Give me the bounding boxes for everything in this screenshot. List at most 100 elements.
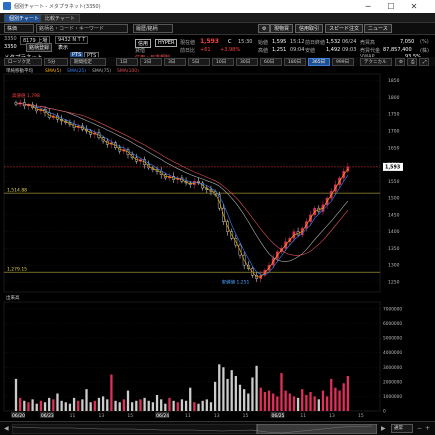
minimize-button[interactable]: ─ bbox=[365, 2, 371, 11]
open-value: 1,595 bbox=[272, 39, 287, 45]
window-title: 個別チャート - メタプラネット(3350) bbox=[14, 4, 101, 10]
chart-toolbar: ローソク足 5分 期間指定 1日 2日 3日 5日 10日 30日 60日 180日 365日 9… bbox=[0, 57, 435, 66]
y-tick-label-7: 1500 bbox=[388, 196, 400, 202]
x-date-tag bbox=[270, 412, 285, 418]
tab-individual-chart[interactable]: 個別チャート bbox=[4, 14, 44, 23]
volume-bar bbox=[81, 399, 84, 411]
volume-bar bbox=[35, 403, 38, 411]
volume-bar bbox=[234, 376, 237, 411]
volume-bar bbox=[288, 393, 291, 411]
y-tick-label-11: 1300 bbox=[388, 263, 400, 269]
volume-panel-label: 出来高 bbox=[6, 294, 20, 301]
range-select[interactable]: 期間指定 bbox=[70, 58, 106, 66]
favorites-button[interactable]: 履歴/銘柄 bbox=[133, 24, 173, 33]
ticker-box[interactable]: 9432 N T T bbox=[55, 36, 89, 44]
ma-line-2 bbox=[15, 102, 349, 262]
ma-line-1 bbox=[15, 102, 349, 276]
maximize-button[interactable]: ☐ bbox=[387, 2, 395, 11]
volume-bar bbox=[56, 393, 59, 411]
volume-bar bbox=[77, 400, 80, 411]
market-select[interactable]: 株価 bbox=[4, 24, 34, 33]
volume-bar bbox=[272, 393, 275, 411]
period-button-5[interactable]: 30日 bbox=[236, 58, 258, 66]
technical-button[interactable]: テクニカル bbox=[360, 58, 392, 66]
chart-type-select[interactable]: ローソク足 bbox=[4, 58, 42, 66]
amount-unit: (株) bbox=[420, 48, 429, 54]
x-tick-label-11: 13 bbox=[329, 413, 335, 419]
volume-bar bbox=[60, 400, 63, 411]
period-button-3[interactable]: 5日 bbox=[188, 58, 210, 66]
volume-bar bbox=[197, 403, 200, 411]
volume-bar bbox=[52, 399, 55, 411]
interval-select[interactable]: 5分 bbox=[44, 58, 68, 66]
volume-bar bbox=[118, 402, 121, 411]
high-value: 1,251 bbox=[272, 47, 287, 53]
volume-tick-label-4: 3000000 bbox=[383, 365, 402, 371]
ma-line-0 bbox=[15, 102, 349, 278]
low-label: 安値 bbox=[305, 48, 316, 54]
speed-order-button[interactable]: スピード注文 bbox=[325, 24, 364, 33]
expand-icon[interactable]: ⤢ bbox=[419, 58, 429, 66]
zoom-in-icon[interactable]: + bbox=[425, 425, 431, 432]
low-annotation: 安値値 1,251 bbox=[222, 279, 250, 286]
margin-button[interactable]: 信用取引 bbox=[295, 24, 324, 33]
scroll-mode-select[interactable]: 通常 bbox=[391, 424, 413, 433]
chart-area[interactable]: 単純移動平均 SMA(5) SMA(25) SMA(75) SMA(100) 1850 18… bbox=[0, 66, 435, 435]
chart-scroll-bar: ◀ ▶ 通常 − + bbox=[0, 421, 435, 435]
register-button[interactable]: 銘柄登録 bbox=[26, 43, 53, 52]
volume-bar bbox=[201, 400, 204, 411]
close-button[interactable]: ✕ bbox=[410, 2, 418, 11]
price-chart[interactable]: 単純移動平均 SMA(5) SMA(25) SMA(75) SMA(100) 1850 18… bbox=[0, 66, 435, 435]
zoom-out-icon[interactable]: − bbox=[417, 425, 423, 432]
title-bar: 個別チャート - メタプラネット(3350) ─ ☐ ✕ bbox=[0, 0, 435, 13]
volume-bar bbox=[106, 399, 109, 411]
volume-bar bbox=[342, 383, 345, 411]
turnover-unit: (%) bbox=[420, 39, 429, 45]
buy-button[interactable]: 現物買 bbox=[270, 24, 294, 33]
settings-icon[interactable]: ⚙ bbox=[258, 24, 271, 33]
period-button-2[interactable]: 3日 bbox=[164, 58, 186, 66]
volume-bar bbox=[243, 389, 246, 411]
volume-bar bbox=[143, 397, 146, 411]
print-icon[interactable]: ⎙ bbox=[407, 58, 417, 66]
volume-bar bbox=[305, 394, 308, 411]
period-button-8[interactable]: 365日 bbox=[308, 58, 330, 66]
volume-bar bbox=[27, 402, 30, 411]
settings-icon-2[interactable]: ⚙ bbox=[395, 58, 405, 66]
period-button-0[interactable]: 1日 bbox=[116, 58, 138, 66]
volume-bar bbox=[89, 402, 92, 411]
volume-bar bbox=[72, 397, 76, 411]
volume-bar bbox=[251, 377, 254, 411]
search-input[interactable]: 銘柄名・コード・キーワード bbox=[36, 24, 128, 33]
scroll-minimap[interactable] bbox=[12, 424, 377, 434]
volume-bar bbox=[172, 400, 175, 411]
price-time: 15:30 bbox=[238, 39, 253, 45]
period-button-4[interactable]: 10日 bbox=[212, 58, 234, 66]
period-button-9[interactable]: 999日 bbox=[332, 58, 354, 66]
current-price-tag bbox=[383, 162, 403, 171]
volume-bar bbox=[168, 397, 171, 411]
volume-bar bbox=[122, 399, 125, 411]
volume-bar bbox=[330, 378, 333, 411]
period-button-7[interactable]: 180日 bbox=[284, 58, 306, 66]
volume-bar bbox=[101, 396, 105, 411]
volume-panel bbox=[3, 301, 381, 412]
ref-label-a: 1,514.88 bbox=[7, 188, 27, 194]
change-pct: +3.98% bbox=[220, 47, 241, 53]
scroll-left-icon[interactable]: ◀ bbox=[4, 425, 9, 432]
volume-bar bbox=[126, 390, 130, 411]
tab-compare-chart[interactable]: 比較チャート bbox=[40, 14, 80, 23]
period-button-1[interactable]: 2日 bbox=[140, 58, 162, 66]
period-button-6[interactable]: 60日 bbox=[260, 58, 282, 66]
volume-bar bbox=[317, 399, 320, 411]
volume-bar bbox=[230, 370, 233, 411]
change-value: +61 bbox=[200, 47, 211, 53]
y-tick-label-6: 1550 bbox=[388, 179, 400, 185]
news-button[interactable]: ニュース bbox=[364, 24, 392, 33]
high-label: 高値 bbox=[258, 48, 269, 54]
volume-bar bbox=[263, 392, 267, 411]
volume-tick-label-5: 2000000 bbox=[383, 379, 402, 385]
volume-bar bbox=[325, 396, 329, 411]
turnover-value: 7,050 bbox=[400, 39, 415, 45]
scroll-right-icon[interactable]: ▶ bbox=[381, 425, 386, 432]
